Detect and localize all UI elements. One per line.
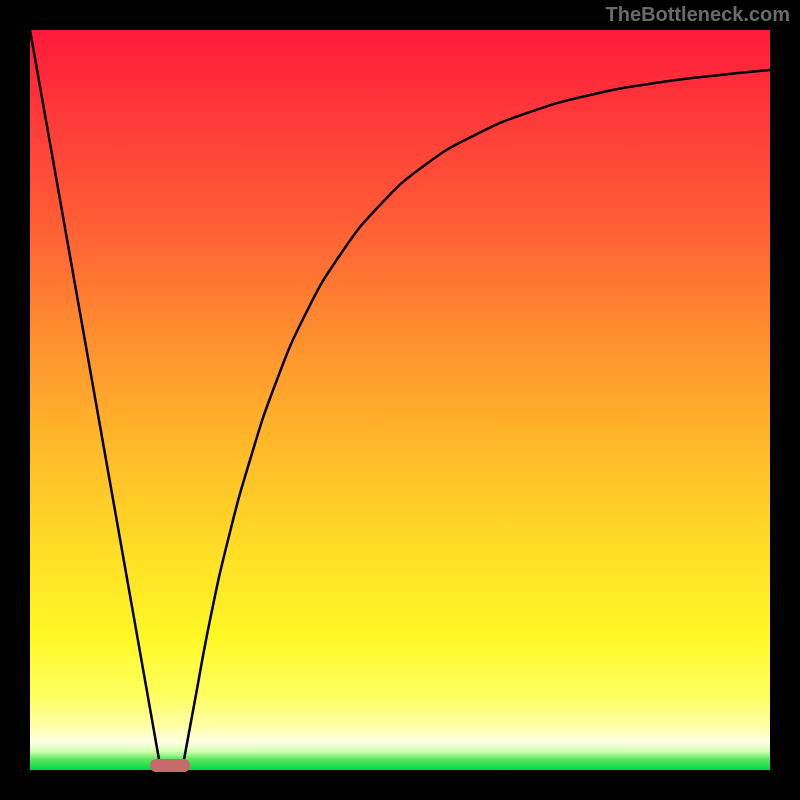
optimal-marker [150,759,190,772]
chart-svg [0,0,800,800]
chart-container: TheBottleneck.com [0,0,800,800]
watermark-text: TheBottleneck.com [606,4,790,27]
